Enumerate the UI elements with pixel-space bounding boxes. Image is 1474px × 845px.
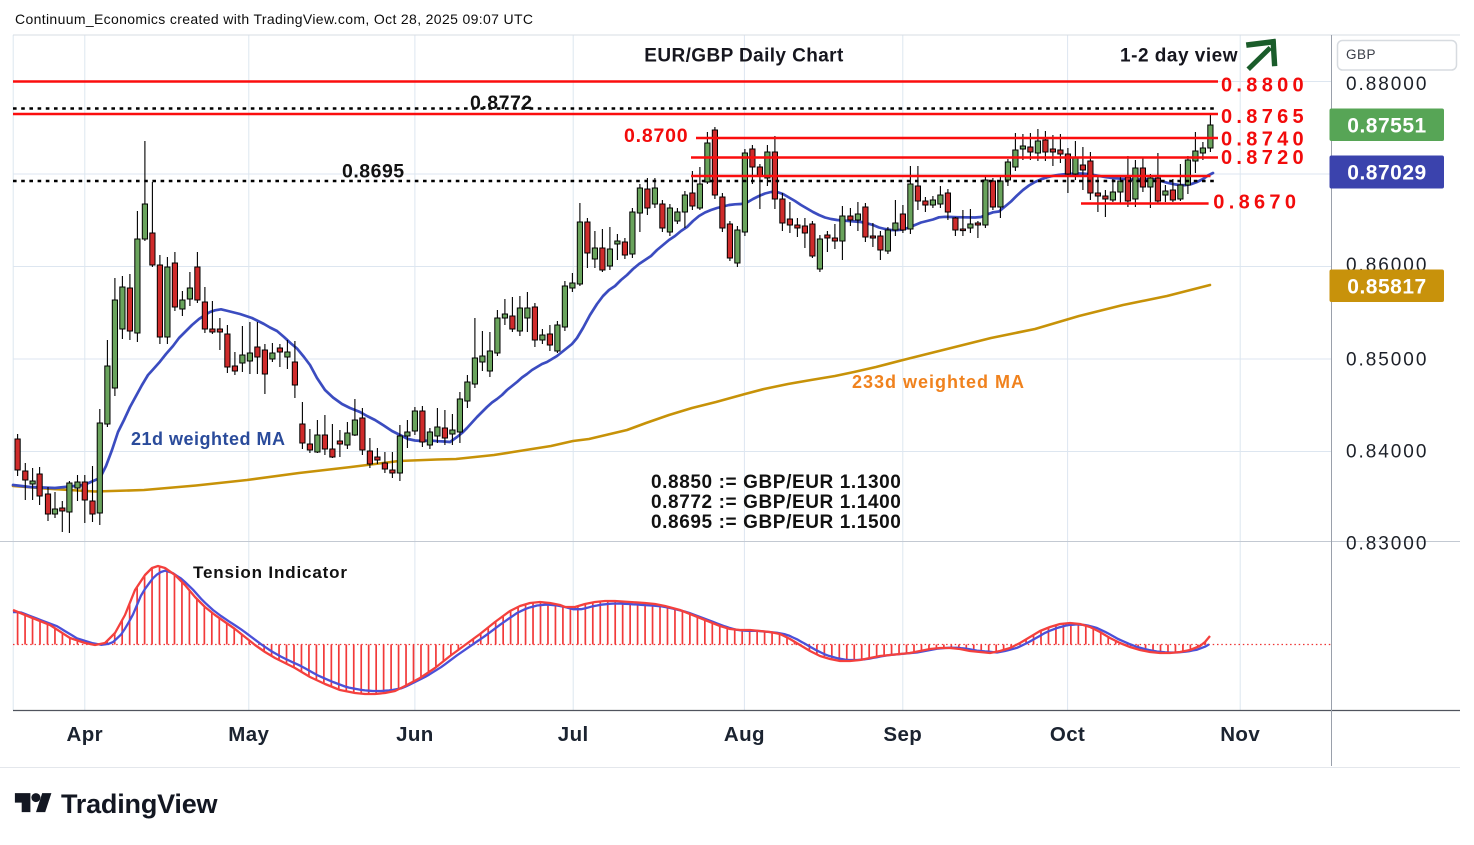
svg-text:Aug: Aug: [724, 723, 765, 746]
svg-text:0.8772: 0.8772: [470, 92, 533, 114]
svg-text:Tension Indicator: Tension Indicator: [193, 563, 348, 582]
svg-text:0.88000: 0.88000: [1346, 74, 1428, 95]
svg-text:Nov: Nov: [1220, 723, 1260, 746]
svg-text:0.8740: 0.8740: [1221, 129, 1308, 151]
svg-text:0.8700: 0.8700: [624, 125, 688, 147]
svg-text:TradingView: TradingView: [61, 789, 219, 819]
svg-text:EUR/GBP Daily Chart: EUR/GBP Daily Chart: [644, 46, 844, 67]
svg-text:GBP: GBP: [1346, 47, 1376, 62]
svg-text:233d weighted MA: 233d weighted MA: [852, 372, 1025, 392]
svg-text:Jul: Jul: [558, 723, 589, 746]
svg-text:0.8772 := GBP/EUR 1.1400: 0.8772 := GBP/EUR 1.1400: [651, 492, 901, 513]
svg-text:Apr: Apr: [67, 723, 104, 746]
svg-text:0.85817: 0.85817: [1347, 276, 1426, 299]
svg-text:Jun: Jun: [396, 723, 434, 746]
svg-text:0.87551: 0.87551: [1347, 115, 1426, 138]
svg-text:0.8695: 0.8695: [342, 161, 405, 183]
svg-text:0.8850 := GBP/EUR 1.1300: 0.8850 := GBP/EUR 1.1300: [651, 472, 901, 493]
svg-text:0.8765: 0.8765: [1221, 106, 1308, 128]
svg-text:Continuum_Economics created wi: Continuum_Economics created with Trading…: [15, 11, 533, 27]
svg-text:21d weighted MA: 21d weighted MA: [131, 429, 286, 449]
svg-text:0.8800: 0.8800: [1221, 74, 1308, 96]
svg-text:Sep: Sep: [883, 723, 922, 746]
svg-text:0.8720: 0.8720: [1221, 147, 1308, 169]
svg-text:0.8670: 0.8670: [1213, 192, 1300, 214]
svg-text:Oct: Oct: [1050, 723, 1085, 746]
svg-text:0.8695 := GBP/EUR 1.1500: 0.8695 := GBP/EUR 1.1500: [651, 512, 901, 533]
svg-text:1-2 day view: 1-2 day view: [1120, 46, 1238, 67]
svg-text:0.85000: 0.85000: [1346, 350, 1428, 371]
svg-text:May: May: [228, 723, 269, 746]
svg-text:0.83000: 0.83000: [1346, 534, 1428, 555]
svg-text:0.84000: 0.84000: [1346, 442, 1428, 463]
svg-text:0.87029: 0.87029: [1347, 162, 1426, 185]
